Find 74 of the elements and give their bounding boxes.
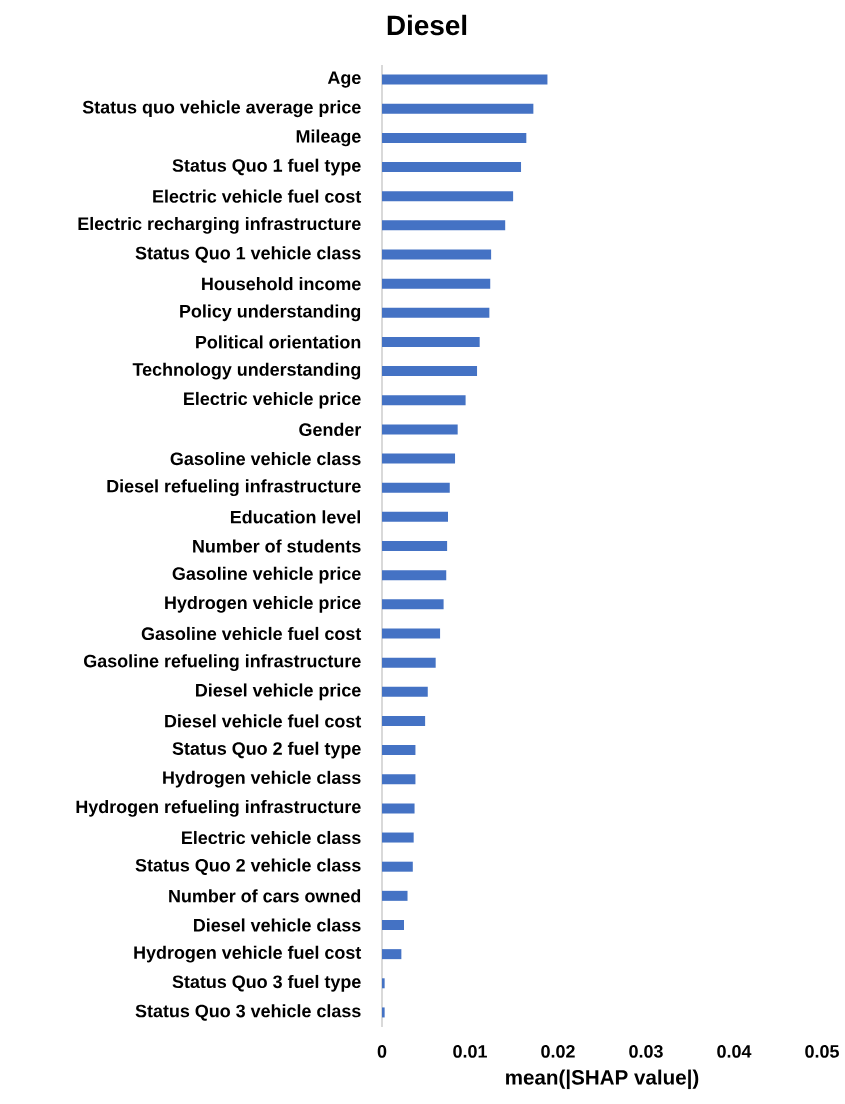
bar	[382, 278, 491, 289]
y-tick-label: Hydrogen vehicle class	[163, 770, 361, 788]
bar	[382, 628, 441, 639]
y-tick-label: Status Quo 3 fuel type	[172, 974, 361, 992]
bar	[382, 162, 522, 173]
y-tick-label: Political orientation	[196, 335, 361, 349]
bar	[382, 74, 548, 85]
bar	[382, 307, 490, 318]
bar	[382, 132, 527, 143]
y-tick-label: Status Quo 1 fuel type	[172, 158, 361, 176]
bar	[382, 919, 404, 930]
x-tick-label: 0.02	[541, 1045, 575, 1058]
bar	[382, 599, 444, 610]
bar	[382, 541, 448, 552]
bar	[382, 861, 413, 872]
y-tick-label: Status Quo 2 vehicle class	[135, 858, 361, 875]
y-tick-label: Hydrogen vehicle fuel cost	[134, 945, 362, 963]
x-tick-label: 0.04	[717, 1045, 752, 1058]
y-tick-label: Number of cars owned	[169, 889, 361, 903]
bar	[382, 570, 447, 581]
x-tick-label: 0.01	[453, 1045, 487, 1058]
bar	[382, 745, 416, 756]
bar	[382, 103, 534, 114]
bar	[382, 890, 408, 901]
y-tick-label: Electric vehicle class	[182, 830, 361, 845]
y-tick-label: Gender	[299, 422, 362, 436]
bar	[382, 453, 456, 464]
y-tick-label: Policy understanding	[180, 304, 361, 322]
y-tick-label: Status quo vehicle average price	[82, 100, 361, 118]
bar	[382, 336, 480, 347]
y-tick-label: Diesel vehicle fuel cost	[165, 714, 362, 728]
y-tick-label: Status Quo 3 vehicle class	[135, 1004, 361, 1021]
bar	[382, 774, 416, 785]
bar	[382, 832, 414, 843]
y-tick-label: Diesel vehicle price	[196, 683, 361, 701]
y-tick-label: Household income	[202, 277, 361, 291]
y-tick-label: Education level	[230, 510, 361, 524]
chart-title: Diesel	[387, 14, 467, 36]
bar	[382, 395, 466, 406]
y-tick-label: Electric vehicle price	[184, 391, 361, 409]
bar	[382, 949, 402, 960]
x-axis-title: mean(|SHAP value|)	[506, 1069, 699, 1090]
x-tick-label: 0.03	[629, 1045, 663, 1058]
y-tick-label: Electric recharging infrastructure	[78, 216, 361, 234]
y-tick-label: Diesel refueling infrastructure	[107, 479, 361, 497]
x-tick-label: 0	[377, 1045, 387, 1058]
y-tick-label: Status Quo 2 fuel type	[172, 741, 361, 759]
bar	[382, 482, 450, 493]
y-tick-label: Gasoline vehicle class	[170, 451, 361, 466]
y-tick-label: Electric vehicle fuel cost	[153, 189, 362, 203]
bar	[382, 978, 385, 989]
y-tick-label: Age	[327, 71, 361, 88]
bar	[382, 511, 448, 522]
y-tick-label: Gasoline refueling infrastructure	[84, 654, 361, 672]
bar	[382, 715, 426, 726]
bar	[382, 686, 428, 697]
y-tick-label: Technology understanding	[132, 362, 361, 380]
bar	[382, 424, 458, 435]
y-tick-label: Gasoline vehicle fuel cost	[141, 626, 362, 641]
bar	[382, 657, 436, 668]
y-tick-label: Mileage	[296, 129, 361, 147]
bar	[382, 220, 506, 231]
bar	[382, 191, 514, 202]
bar	[382, 1007, 385, 1018]
y-tick-label: Status Quo 1 vehicle class	[135, 246, 361, 263]
x-tick-label: 0.05	[805, 1045, 839, 1058]
bar	[382, 249, 492, 260]
y-tick-label: Gasoline vehicle price	[172, 566, 361, 584]
bar	[382, 366, 478, 377]
y-tick-label: Diesel vehicle class	[194, 918, 361, 932]
y-tick-label: Number of students	[193, 539, 361, 553]
y-tick-label: Hydrogen refueling infrastructure	[76, 799, 361, 817]
bar	[382, 803, 415, 814]
y-tick-label: Hydrogen vehicle price	[165, 595, 361, 613]
